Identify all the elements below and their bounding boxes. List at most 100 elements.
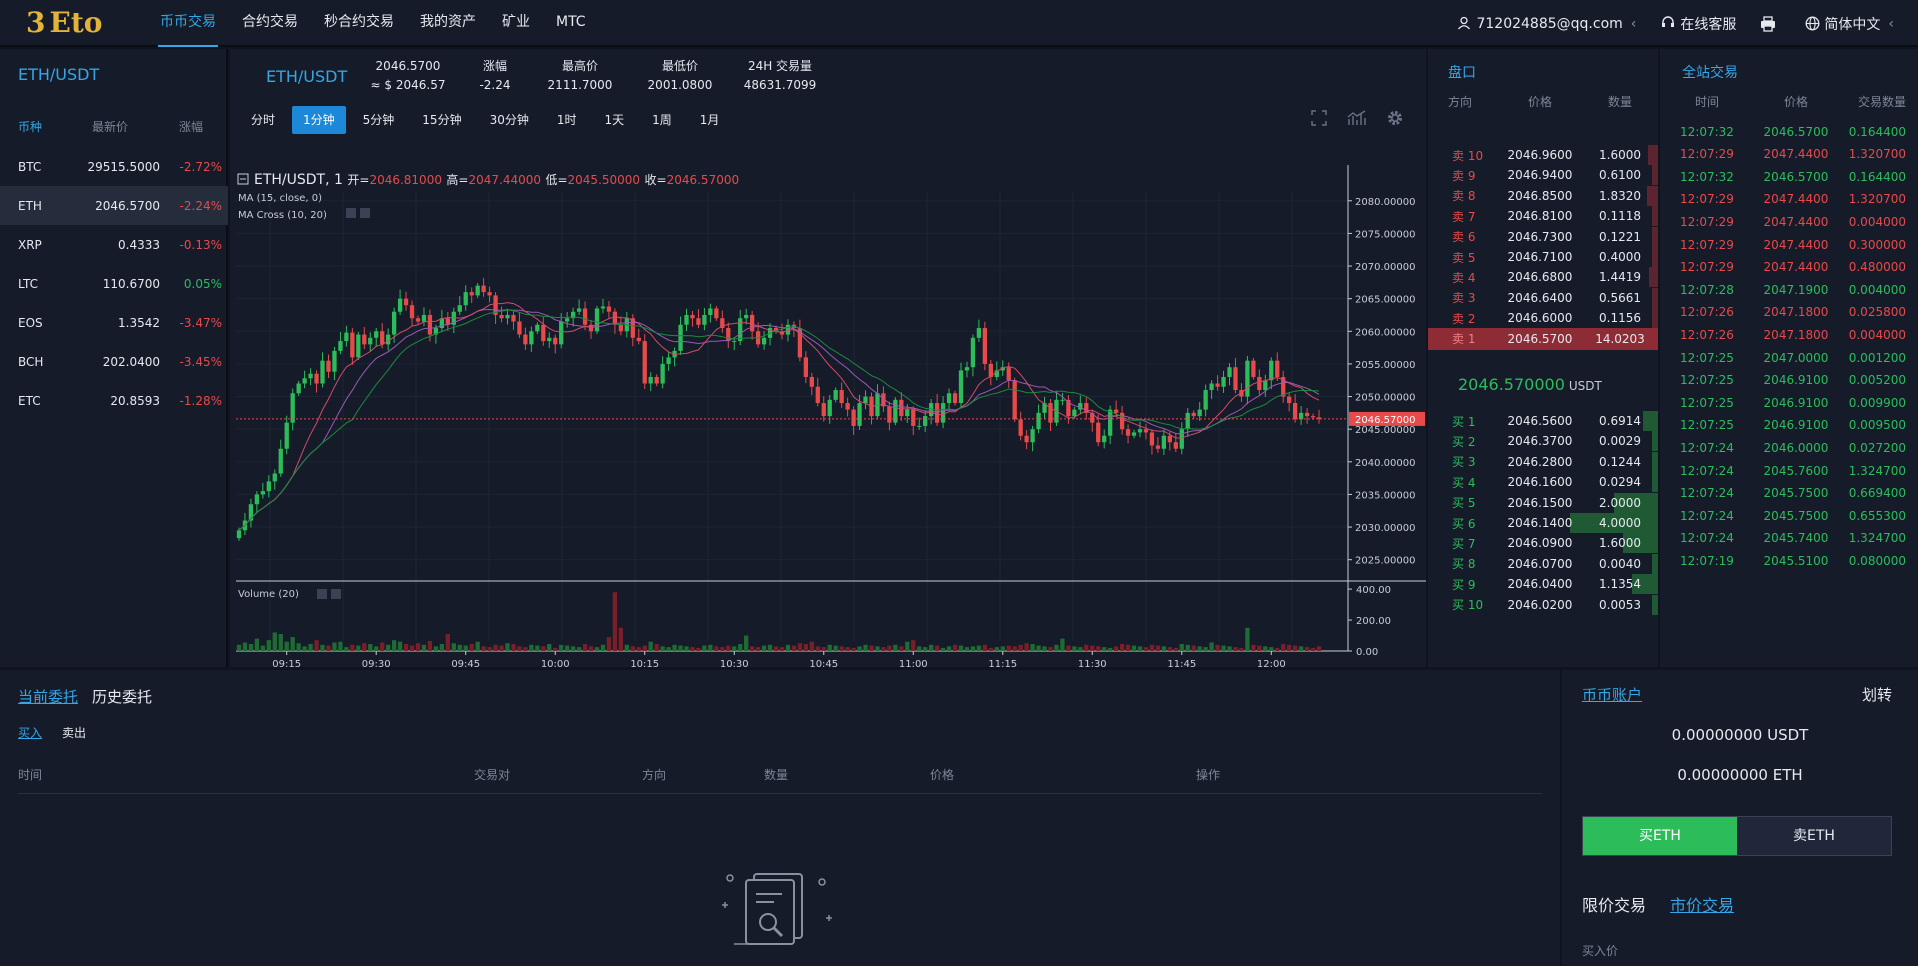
- interval-tab-1[interactable]: 1分钟: [292, 106, 346, 134]
- market-row[interactable]: ETC 20.8593 -1.28%: [0, 381, 228, 420]
- market-row[interactable]: EOS 1.3542 -3.47%: [0, 303, 228, 342]
- language-select[interactable]: 简体中文 ‹: [1804, 14, 1894, 34]
- support-link[interactable]: 在线客服: [1660, 14, 1736, 34]
- market-row[interactable]: BTC 29515.5000 -2.72%: [0, 147, 228, 186]
- volume-legend[interactable]: Volume (20): [238, 589, 299, 600]
- nav-item-4[interactable]: 矿业: [502, 14, 530, 30]
- candle-body: [278, 448, 283, 474]
- market-row[interactable]: LTC 110.6700 0.05%: [0, 264, 228, 303]
- candle-body: [1227, 367, 1232, 377]
- indicator-label[interactable]: MA Cross (10, 20): [238, 210, 327, 221]
- nav-item-5[interactable]: MTC: [556, 14, 586, 30]
- trade-qty: 1.320700: [1848, 192, 1906, 207]
- volume-bar: [708, 644, 713, 651]
- ask-row[interactable]: 卖 10 2046.9600 1.6000: [1428, 144, 1658, 166]
- bid-row[interactable]: 买 9 2046.0400 1.1354: [1428, 573, 1658, 595]
- ob-qty: 1.4419: [1599, 270, 1641, 285]
- indicator-label[interactable]: MA (15, close, 0): [238, 193, 322, 204]
- transfer-button[interactable]: 划转: [1861, 686, 1892, 704]
- ask-row[interactable]: 卖 4 2046.6800 1.4419: [1428, 266, 1658, 288]
- bid-row[interactable]: 买 2 2046.3700 0.0029: [1428, 430, 1658, 452]
- volume-bar: [1090, 645, 1095, 651]
- nav-item-0[interactable]: 币币交易: [158, 0, 218, 47]
- volume-close-icon[interactable]: [331, 589, 341, 599]
- support-label: 在线客服: [1680, 16, 1737, 33]
- interval-tab-6[interactable]: 1天: [604, 113, 625, 127]
- ask-row[interactable]: 卖 3 2046.6400 0.5661: [1428, 287, 1658, 309]
- candle-body: [290, 393, 295, 423]
- ask-row[interactable]: 卖 5 2046.7100 0.4000: [1428, 246, 1658, 268]
- spot-account-tab[interactable]: 币币账户: [1582, 686, 1643, 704]
- volume-bar: [433, 646, 439, 651]
- bid-row[interactable]: 买 8 2046.0700 0.0040: [1428, 553, 1658, 575]
- bid-row[interactable]: 买 5 2046.1500 2.0000: [1428, 492, 1658, 514]
- tab-buy-orders[interactable]: 买入: [18, 726, 43, 740]
- candle-body: [1096, 422, 1101, 443]
- interval-tab-4[interactable]: 30分钟: [489, 113, 529, 127]
- interval-tab-5[interactable]: 1时: [556, 113, 577, 127]
- bid-row[interactable]: 买 4 2046.1600 0.0294: [1428, 471, 1658, 493]
- fullscreen-icon[interactable]: [1308, 109, 1330, 131]
- bid-row[interactable]: 买 3 2046.2800 0.1244: [1428, 451, 1658, 473]
- ob-price: 2046.9600: [1507, 148, 1573, 162]
- indicator-close-icon[interactable]: [360, 208, 370, 218]
- market-pair-title[interactable]: ETH/USDT: [18, 65, 100, 84]
- market-change: -3.45%: [179, 354, 222, 369]
- trade-qty: 0.009500: [1848, 418, 1906, 433]
- trades-panel: 全站交易 时间 价格 交易数量 12:07:32 2046.5700 0.16440…: [1660, 49, 1918, 667]
- interval-tab-2[interactable]: 5分钟: [362, 113, 395, 127]
- ask-row[interactable]: 卖 7 2046.8100 0.1118: [1428, 205, 1658, 227]
- depth-bar: [1652, 451, 1658, 472]
- candle-body: [535, 324, 540, 332]
- market-row[interactable]: BCH 202.0400 -3.45%: [0, 342, 228, 381]
- user-menu[interactable]: 712024885@qq.com ‹: [1456, 16, 1636, 32]
- nav-item-1[interactable]: 合约交易: [242, 14, 298, 30]
- interval-tab-0[interactable]: 分时: [251, 113, 276, 127]
- interval-tab-3[interactable]: 15分钟: [422, 113, 462, 127]
- tab-limit-order[interactable]: 限价交易: [1582, 896, 1647, 915]
- sell-eth-button[interactable]: 卖ETH: [1737, 817, 1891, 855]
- ask-row[interactable]: 卖 1 2046.5700 14.0203: [1428, 327, 1658, 350]
- interval-tab-7[interactable]: 1周: [652, 113, 672, 127]
- candle-body: [1245, 360, 1250, 397]
- x-tick-label: 10:00: [541, 659, 570, 667]
- bid-row[interactable]: 买 1 2046.5600 0.6914: [1428, 410, 1658, 432]
- candle-body: [362, 334, 367, 345]
- candle-body: [803, 357, 808, 377]
- bid-row[interactable]: 买 6 2046.1400 4.0000: [1428, 512, 1658, 534]
- bid-row[interactable]: 买 7 2046.0900 1.6000: [1428, 532, 1658, 554]
- interval-tab-8[interactable]: 1月: [699, 113, 720, 127]
- tab-market-order[interactable]: 市价交易: [1670, 896, 1735, 915]
- indicators-icon[interactable]: [1346, 109, 1368, 131]
- nav-item-3[interactable]: 我的资产: [420, 14, 476, 30]
- candle-body: [893, 399, 898, 423]
- ask-row[interactable]: 卖 8 2046.8500 1.8320: [1428, 185, 1658, 207]
- tab-sell-orders[interactable]: 卖出: [62, 726, 87, 740]
- candlestick-chart[interactable]: 2080.00000 2075.00000 2070.00000 2065.00000…: [230, 141, 1426, 667]
- ask-row[interactable]: 卖 2 2046.6000 0.1156: [1428, 307, 1658, 329]
- collapse-icon[interactable]: [237, 173, 249, 185]
- nav-item-2[interactable]: 秒合约交易: [324, 14, 394, 30]
- buy-eth-button[interactable]: 买ETH: [1583, 817, 1737, 855]
- market-row[interactable]: XRP 0.4333 -0.13%: [0, 225, 228, 264]
- indicator-settings-icon[interactable]: [346, 208, 356, 218]
- bid-row[interactable]: 买 10 2046.0200 0.0053: [1428, 594, 1658, 616]
- settings-gear-icon[interactable]: [1384, 109, 1406, 131]
- ob-qty: 2.0000: [1599, 495, 1641, 510]
- candle-body: [332, 350, 337, 372]
- market-row[interactable]: ETH 2046.5700 -2.24%: [0, 186, 228, 225]
- volume-settings-icon[interactable]: [317, 589, 327, 599]
- tab-current-orders[interactable]: 当前委托: [18, 688, 79, 706]
- trade-price: 2047.4400: [1763, 260, 1829, 275]
- orderbook-title[interactable]: 盘口: [1448, 65, 1476, 81]
- y-tick-label: 2025.00000: [1355, 556, 1415, 567]
- print-button[interactable]: [1760, 15, 1780, 32]
- trades-title[interactable]: 全站交易: [1682, 65, 1738, 81]
- ask-row[interactable]: 卖 9 2046.9400 0.6100: [1428, 164, 1658, 186]
- candle-body: [296, 383, 301, 394]
- ask-row[interactable]: 卖 6 2046.7300 0.1221: [1428, 226, 1658, 248]
- tab-history-orders[interactable]: 历史委托: [92, 688, 153, 706]
- logo[interactable]: 3 Eto: [26, 8, 102, 38]
- volume-bar: [767, 644, 773, 651]
- volume-bar: [1066, 645, 1071, 651]
